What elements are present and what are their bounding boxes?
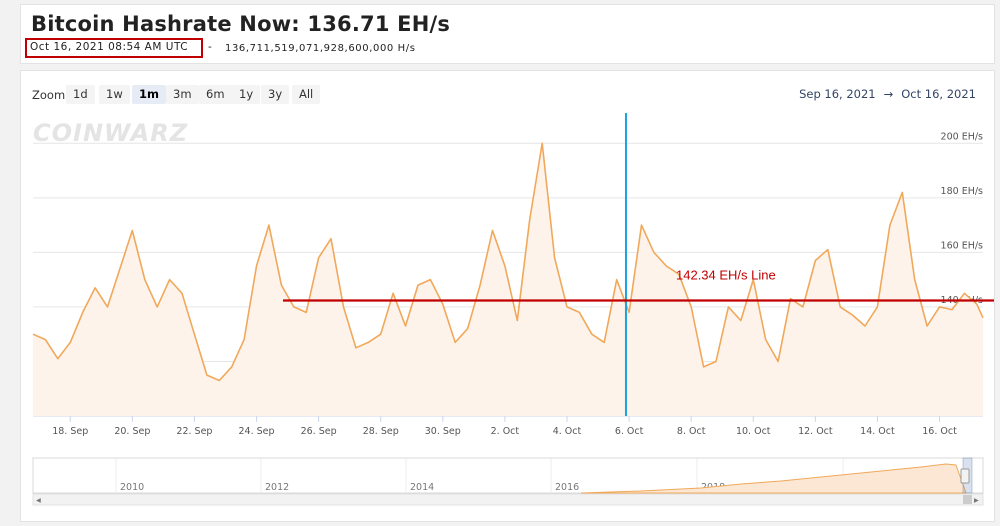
zoom-label: Zoom (32, 88, 66, 102)
zoom-button-6m[interactable]: 6m (199, 85, 232, 104)
zoom-button-1w[interactable]: 1w (99, 85, 130, 104)
x-tick-label: 16. Oct (922, 426, 957, 437)
hashrate-full: 136,711,519,071,928,600,000 H/s (225, 43, 416, 54)
timestamp-highlight-box (25, 38, 203, 58)
x-tick-label: 26. Sep (301, 426, 337, 437)
navigator-tick-label: 2014 (410, 482, 434, 493)
x-tick-label: 8. Oct (677, 426, 706, 437)
series-line[interactable] (32, 142, 984, 382)
date-range: Sep 16, 2021 → Oct 16, 2021 (795, 87, 980, 101)
x-tick-label: 10. Oct (736, 426, 771, 437)
timestamp: Oct 16, 2021 08:54 AM UTC (30, 41, 189, 53)
separator: - (208, 41, 212, 53)
range-arrow: → (883, 87, 894, 101)
x-tick-label: 24. Sep (239, 426, 275, 437)
reference-line-label: 142.34 EH/s Line (676, 268, 776, 283)
y-tick-label: 200 EH/s (941, 131, 983, 142)
navigator-tick-label: 2016 (555, 482, 579, 493)
navigator-tick-label: 2010 (120, 482, 144, 493)
chart-panel: Zoom 1d 1w 1m 3m 6m 1y 3y All Sep 16, 2021 → Oct … (20, 70, 995, 522)
zoom-button-All[interactable]: All (292, 85, 321, 104)
x-tick-label: 20. Sep (114, 426, 150, 437)
zoom-button-1m[interactable]: 1m (132, 85, 166, 104)
zoom-button-3m[interactable]: 3m (166, 85, 199, 104)
x-tick-label: 14. Oct (860, 426, 895, 437)
page-title: Bitcoin Hashrate Now: 136.71 EH/s (31, 12, 451, 36)
coinwarz-logo: COINWARZ (33, 119, 189, 147)
x-tick-label: 2. Oct (491, 426, 520, 437)
header-panel: Bitcoin Hashrate Now: 136.71 EH/s Oct 16… (20, 4, 995, 64)
scrollbar-right-arrow[interactable]: ▸ (974, 495, 979, 506)
zoom-button-3y[interactable]: 3y (261, 85, 290, 104)
x-tick-label: 30. Sep (425, 426, 461, 437)
x-tick-label: 28. Sep (363, 426, 399, 437)
x-tick-label: 6. Oct (615, 426, 644, 437)
x-tick-label: 22. Sep (176, 426, 212, 437)
y-tick-label: 160 EH/s (941, 240, 983, 251)
x-tick-label: 4. Oct (553, 426, 582, 437)
scrollbar-track[interactable] (32, 493, 984, 506)
navigator-tick-label: 2012 (265, 482, 289, 493)
scrollbar-thumb[interactable] (963, 495, 972, 504)
zoom-button-1d[interactable]: 1d (66, 85, 95, 104)
range-start[interactable]: Sep 16, 2021 (799, 87, 876, 101)
x-tick-label: 12. Oct (798, 426, 833, 437)
y-tick-label: 180 EH/s (941, 186, 983, 197)
navigator-handle[interactable] (960, 468, 970, 484)
x-tick-label: 18. Sep (52, 426, 88, 437)
scrollbar-left-arrow[interactable]: ◂ (36, 495, 41, 506)
range-end[interactable]: Oct 16, 2021 (901, 87, 976, 101)
navigator-series (580, 463, 967, 494)
zoom-button-1y[interactable]: 1y (232, 85, 261, 104)
